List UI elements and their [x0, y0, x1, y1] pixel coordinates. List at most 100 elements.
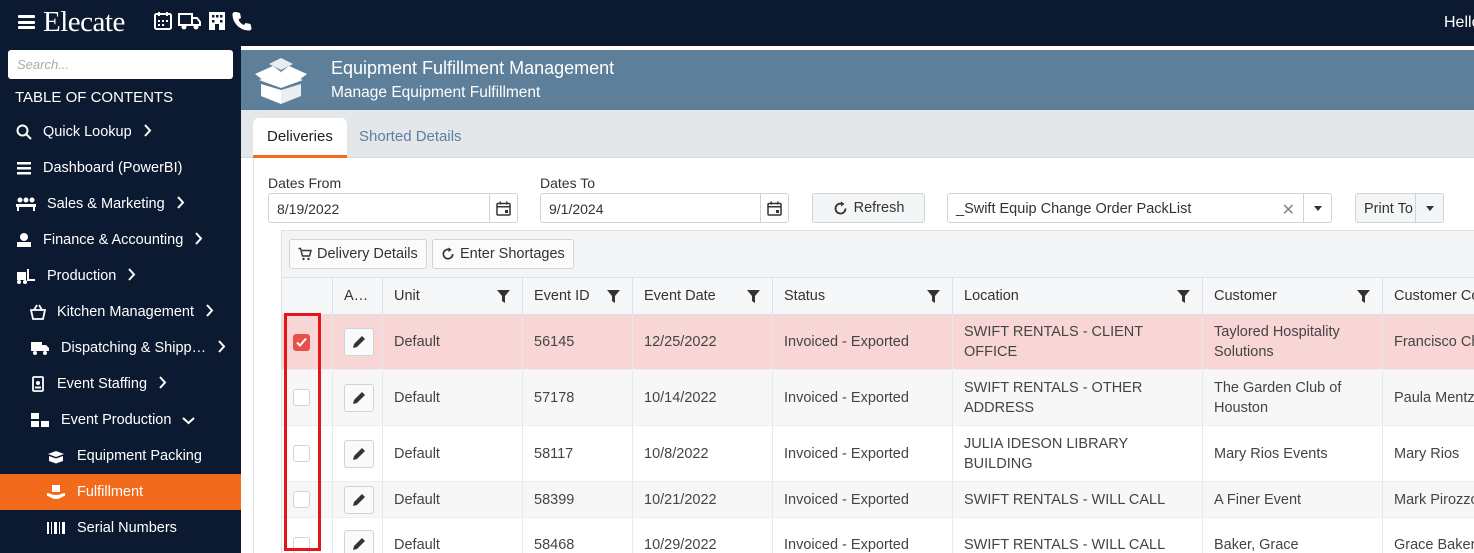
cell-location: SWIFT RENTALS - CLIENT OFFICE [952, 315, 1202, 369]
badge-icon [28, 375, 48, 393]
deliveries-grid: Delivery Details Enter Shortages A… Unit… [281, 230, 1474, 553]
row-checkbox[interactable] [293, 445, 310, 462]
chevron-right-icon [127, 268, 136, 284]
report-select-value: _Swift Equip Change Order PackList [956, 201, 1192, 217]
cell-customer-contact: Paula Mentz [1382, 370, 1474, 425]
cell-unit: Default [382, 518, 522, 553]
refresh-button[interactable]: Refresh [812, 193, 925, 223]
sidebar-item-dispatching[interactable]: Dispatching & Shipp… [0, 330, 241, 366]
basket-icon [28, 303, 48, 321]
header-customer-contact[interactable]: Customer Co [1382, 278, 1474, 315]
sidebar-item-fulfillment[interactable]: Fulfillment [0, 474, 241, 510]
edit-button[interactable] [344, 485, 374, 514]
calendar-icon[interactable] [760, 194, 788, 222]
tab-deliveries[interactable]: Deliveries [253, 118, 347, 158]
cell-customer: The Garden Club of Houston [1202, 370, 1382, 425]
delivery-details-label: Delivery Details [317, 246, 418, 262]
header-location-label: Location [964, 288, 1019, 304]
sidebar-item-label: Event Staffing [57, 376, 148, 392]
edit-button[interactable] [344, 328, 374, 356]
chevron-down-icon[interactable] [1415, 194, 1443, 222]
header-select [282, 278, 332, 315]
cell-customer: Taylored Hospitality Solutions [1202, 315, 1382, 369]
delivery-details-button[interactable]: Delivery Details [289, 239, 427, 269]
phone-icon[interactable] [232, 11, 252, 31]
filter-icon[interactable] [1177, 290, 1190, 303]
cell-customer-contact: Francisco Ch [1382, 315, 1474, 369]
header-unit[interactable]: Unit [382, 278, 522, 315]
cell-location: SWIFT RENTALS - WILL CALL [952, 518, 1202, 553]
search-input[interactable] [8, 50, 233, 79]
header-location[interactable]: Location [952, 278, 1202, 315]
pencil-icon [353, 447, 365, 460]
sidebar-item-kitchen-management[interactable]: Kitchen Management [0, 294, 241, 330]
calendar-icon[interactable] [489, 194, 517, 222]
barcode-icon [44, 519, 68, 537]
cell-event-date: 10/8/2022 [632, 426, 772, 481]
sidebar-item-serial-numbers[interactable]: Serial Numbers [0, 510, 241, 546]
dates-from-value: 8/19/2022 [277, 201, 340, 217]
filter-icon[interactable] [747, 290, 760, 303]
table-row[interactable]: Default 58117 10/8/2022 Invoiced - Expor… [282, 426, 1474, 482]
filter-icon[interactable] [927, 290, 940, 303]
cell-unit: Default [382, 482, 522, 517]
brand-logo[interactable]: Elecate [43, 6, 125, 38]
refresh-label: Refresh [853, 200, 905, 216]
report-select[interactable]: _Swift Equip Change Order PackList ✕ [947, 193, 1332, 223]
sidebar-item-production[interactable]: Production [0, 258, 241, 294]
sidebar-item-event-production[interactable]: Event Production [0, 402, 241, 438]
dates-to-field[interactable]: 9/1/2024 [540, 193, 789, 223]
cell-status: Invoiced - Exported [772, 482, 952, 517]
sidebar-item-event-staffing[interactable]: Event Staffing [0, 366, 241, 402]
edit-button[interactable] [344, 530, 374, 553]
sidebar-item-quick-lookup[interactable]: Quick Lookup [0, 114, 241, 150]
grid-toolbar: Delivery Details Enter Shortages [282, 231, 1474, 277]
cell-status: Invoiced - Exported [772, 518, 952, 553]
edit-button[interactable] [344, 439, 374, 468]
cell-unit: Default [382, 426, 522, 481]
sidebar-item-sales-marketing[interactable]: Sales & Marketing [0, 186, 241, 222]
table-row[interactable]: Default 58468 10/29/2022 Invoiced - Expo… [282, 518, 1474, 553]
tab-shorted-details[interactable]: Shorted Details [359, 128, 462, 145]
sidebar-item-label: Dispatching & Shipp… [61, 340, 207, 356]
header-status[interactable]: Status [772, 278, 952, 315]
dates-from-field[interactable]: 8/19/2022 [268, 193, 518, 223]
cell-event-id: 58117 [522, 426, 632, 481]
menu-icon[interactable] [18, 15, 35, 29]
sidebar-item-label: Finance & Accounting [43, 232, 184, 248]
chevron-down-icon[interactable] [1303, 194, 1331, 222]
table-row[interactable]: Default 57178 10/14/2022 Invoiced - Expo… [282, 370, 1474, 426]
calendar-icon[interactable] [153, 11, 173, 31]
cell-customer: Baker, Grace [1202, 518, 1382, 553]
filter-icon[interactable] [607, 290, 620, 303]
row-checkbox[interactable] [293, 491, 310, 508]
header-event-id[interactable]: Event ID [522, 278, 632, 315]
cell-event-id: 58399 [522, 482, 632, 517]
truck-icon[interactable] [178, 11, 202, 31]
sidebar-item-label: Quick Lookup [43, 124, 132, 140]
clear-icon[interactable]: ✕ [1281, 202, 1295, 219]
filter-icon[interactable] [497, 290, 510, 303]
enter-shortages-button[interactable]: Enter Shortages [432, 239, 574, 269]
header-actions[interactable]: A… [332, 278, 382, 315]
sidebar-item-dashboard[interactable]: Dashboard (PowerBI) [0, 150, 241, 186]
user-greeting[interactable]: Hello [1444, 14, 1474, 31]
cell-status: Invoiced - Exported [772, 370, 952, 425]
chevron-right-icon [176, 196, 185, 212]
page-header: Equipment Fulfillment Management Manage … [241, 50, 1474, 110]
table-row[interactable]: Default 58399 10/21/2022 Invoiced - Expo… [282, 482, 1474, 518]
header-event-date[interactable]: Event Date [632, 278, 772, 315]
edit-button[interactable] [344, 383, 374, 412]
sidebar-item-equipment-packing[interactable]: Equipment Packing [0, 438, 241, 474]
sidebar-item-finance-accounting[interactable]: Finance & Accounting [0, 222, 241, 258]
header-customer[interactable]: Customer [1202, 278, 1382, 315]
print-to-select[interactable]: Print To [1355, 193, 1444, 223]
building-icon[interactable] [207, 11, 227, 31]
pencil-icon [353, 336, 365, 348]
row-checkbox[interactable] [293, 333, 310, 351]
table-row[interactable]: Default 56145 12/25/2022 Invoiced - Expo… [282, 315, 1474, 370]
row-checkbox[interactable] [293, 389, 310, 406]
search-icon [14, 123, 34, 141]
cell-event-id: 56145 [522, 315, 632, 369]
filter-icon[interactable] [1357, 290, 1370, 303]
